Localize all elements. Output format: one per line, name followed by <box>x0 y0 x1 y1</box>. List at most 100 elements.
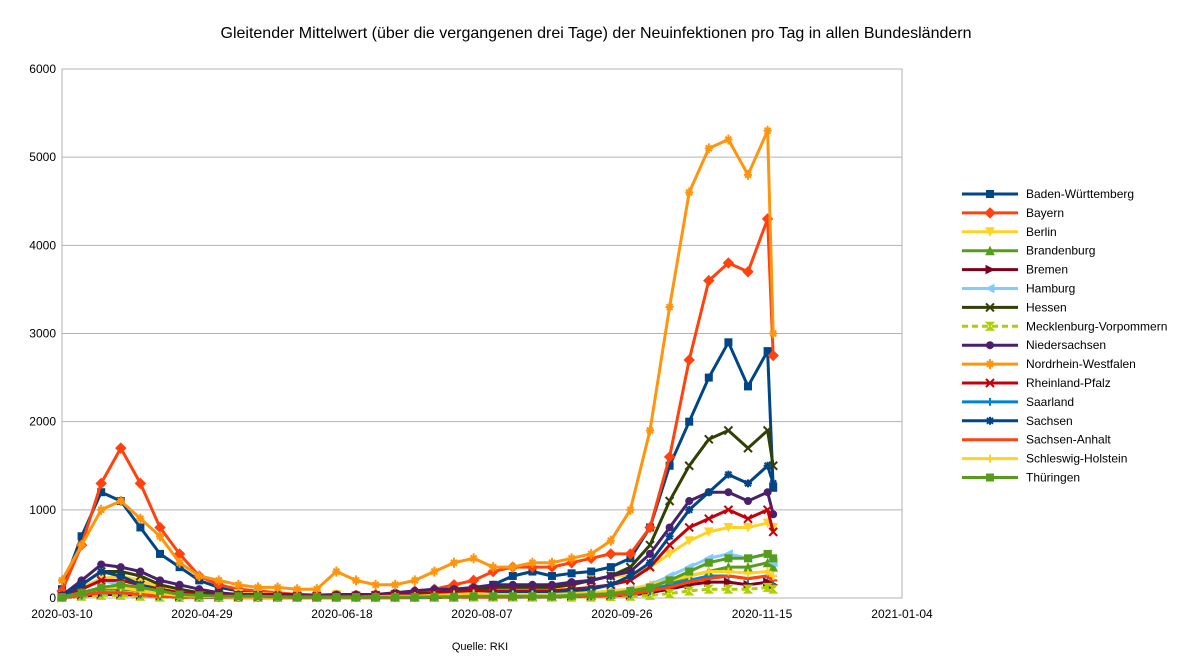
data-point <box>762 425 773 436</box>
data-point <box>606 589 615 598</box>
data-point <box>508 562 517 573</box>
data-point <box>722 257 735 269</box>
legend-item: Mecklenburg-Vorpommern <box>962 319 1167 333</box>
y-axis-tick-labels: 0 1000 2000 3000 4000 5000 6000 <box>29 62 56 605</box>
data-point <box>332 593 341 602</box>
data-point <box>508 571 517 580</box>
legend-label: Rheinland-Pfalz <box>1026 376 1111 390</box>
data-series <box>56 125 779 603</box>
data-point <box>97 504 106 515</box>
data-point <box>175 557 184 568</box>
legend-marker <box>985 302 995 313</box>
data-point <box>77 580 86 589</box>
y-tick-label: 6000 <box>29 62 56 76</box>
y-tick-label: 5000 <box>29 150 56 164</box>
data-point <box>724 338 733 347</box>
data-point <box>430 566 439 577</box>
data-point <box>489 562 498 573</box>
data-point <box>744 497 752 506</box>
data-point <box>136 567 145 576</box>
data-point <box>528 580 537 589</box>
data-point <box>624 548 637 560</box>
legend-label: Thüringen <box>1026 471 1080 485</box>
data-point <box>254 582 262 593</box>
series-group <box>58 549 778 602</box>
data-point <box>136 523 145 532</box>
data-point <box>450 557 458 568</box>
data-point <box>254 592 262 601</box>
series-group <box>58 338 778 600</box>
data-point <box>332 566 341 577</box>
data-point <box>703 274 715 287</box>
data-point <box>763 347 772 356</box>
legend-marker <box>986 454 994 463</box>
data-point <box>769 554 778 563</box>
data-point <box>769 328 778 339</box>
data-point <box>97 560 106 569</box>
data-point <box>742 266 754 278</box>
legend-marker <box>985 264 996 275</box>
y-tick-label: 0 <box>49 591 56 605</box>
x-tick-label: 2020-09-26 <box>591 607 653 621</box>
data-point <box>644 521 656 534</box>
legend-label: Bremen <box>1026 263 1068 277</box>
legend-label: Sachsen <box>1026 414 1073 428</box>
data-point <box>768 562 779 572</box>
data-point <box>665 523 674 532</box>
data-point <box>767 584 779 594</box>
data-point <box>744 569 752 578</box>
data-point <box>768 527 778 537</box>
legend-label: Brandenburg <box>1026 244 1095 258</box>
data-point <box>646 558 654 567</box>
legend-item: Sachsen-Anhalt <box>962 433 1111 447</box>
data-point <box>58 593 66 602</box>
legend-item: Bremen <box>962 263 1068 277</box>
data-point <box>508 592 517 601</box>
data-point <box>587 548 596 559</box>
data-point <box>116 580 125 589</box>
data-point <box>606 571 615 580</box>
data-point <box>156 576 164 585</box>
data-point <box>646 583 654 592</box>
legend-label: Nordrhein-Westfalen <box>1026 357 1136 371</box>
y-tick-label: 3000 <box>29 327 56 341</box>
legend-item: Schleswig-Holstein <box>962 452 1127 466</box>
data-point <box>587 567 596 576</box>
series-line <box>60 129 775 591</box>
data-point <box>704 143 713 154</box>
data-point <box>704 488 713 497</box>
legend-marker <box>985 378 995 388</box>
data-point <box>685 417 694 426</box>
data-point <box>116 496 125 507</box>
data-point <box>508 580 517 589</box>
data-point <box>663 451 676 463</box>
data-point <box>156 549 164 558</box>
data-point <box>646 425 654 436</box>
data-point <box>97 583 106 592</box>
x-tick-label: 2021-01-04 <box>871 607 933 621</box>
data-point <box>704 558 713 567</box>
data-point <box>704 567 713 576</box>
data-point <box>293 593 302 602</box>
data-point <box>134 477 147 490</box>
legend-label: Mecklenburg-Vorpommern <box>1026 319 1167 333</box>
x-tick-label: 2020-06-18 <box>311 607 373 621</box>
data-point <box>683 586 695 596</box>
data-point <box>469 553 478 564</box>
data-point <box>136 513 145 524</box>
data-point <box>704 373 713 382</box>
data-point <box>77 540 86 551</box>
data-point <box>214 575 223 586</box>
data-point <box>704 434 714 445</box>
data-point <box>724 470 733 479</box>
data-point <box>665 461 674 470</box>
legend-label: Saarland <box>1026 395 1074 409</box>
data-point <box>195 591 204 600</box>
data-point <box>684 536 695 546</box>
data-point <box>685 567 694 576</box>
data-point <box>767 349 779 362</box>
legend: Baden-Württemberg Bayern Berlin Brandenburg… <box>962 187 1167 485</box>
data-point <box>567 578 576 587</box>
legend-label: Sachsen-Anhalt <box>1026 433 1111 447</box>
